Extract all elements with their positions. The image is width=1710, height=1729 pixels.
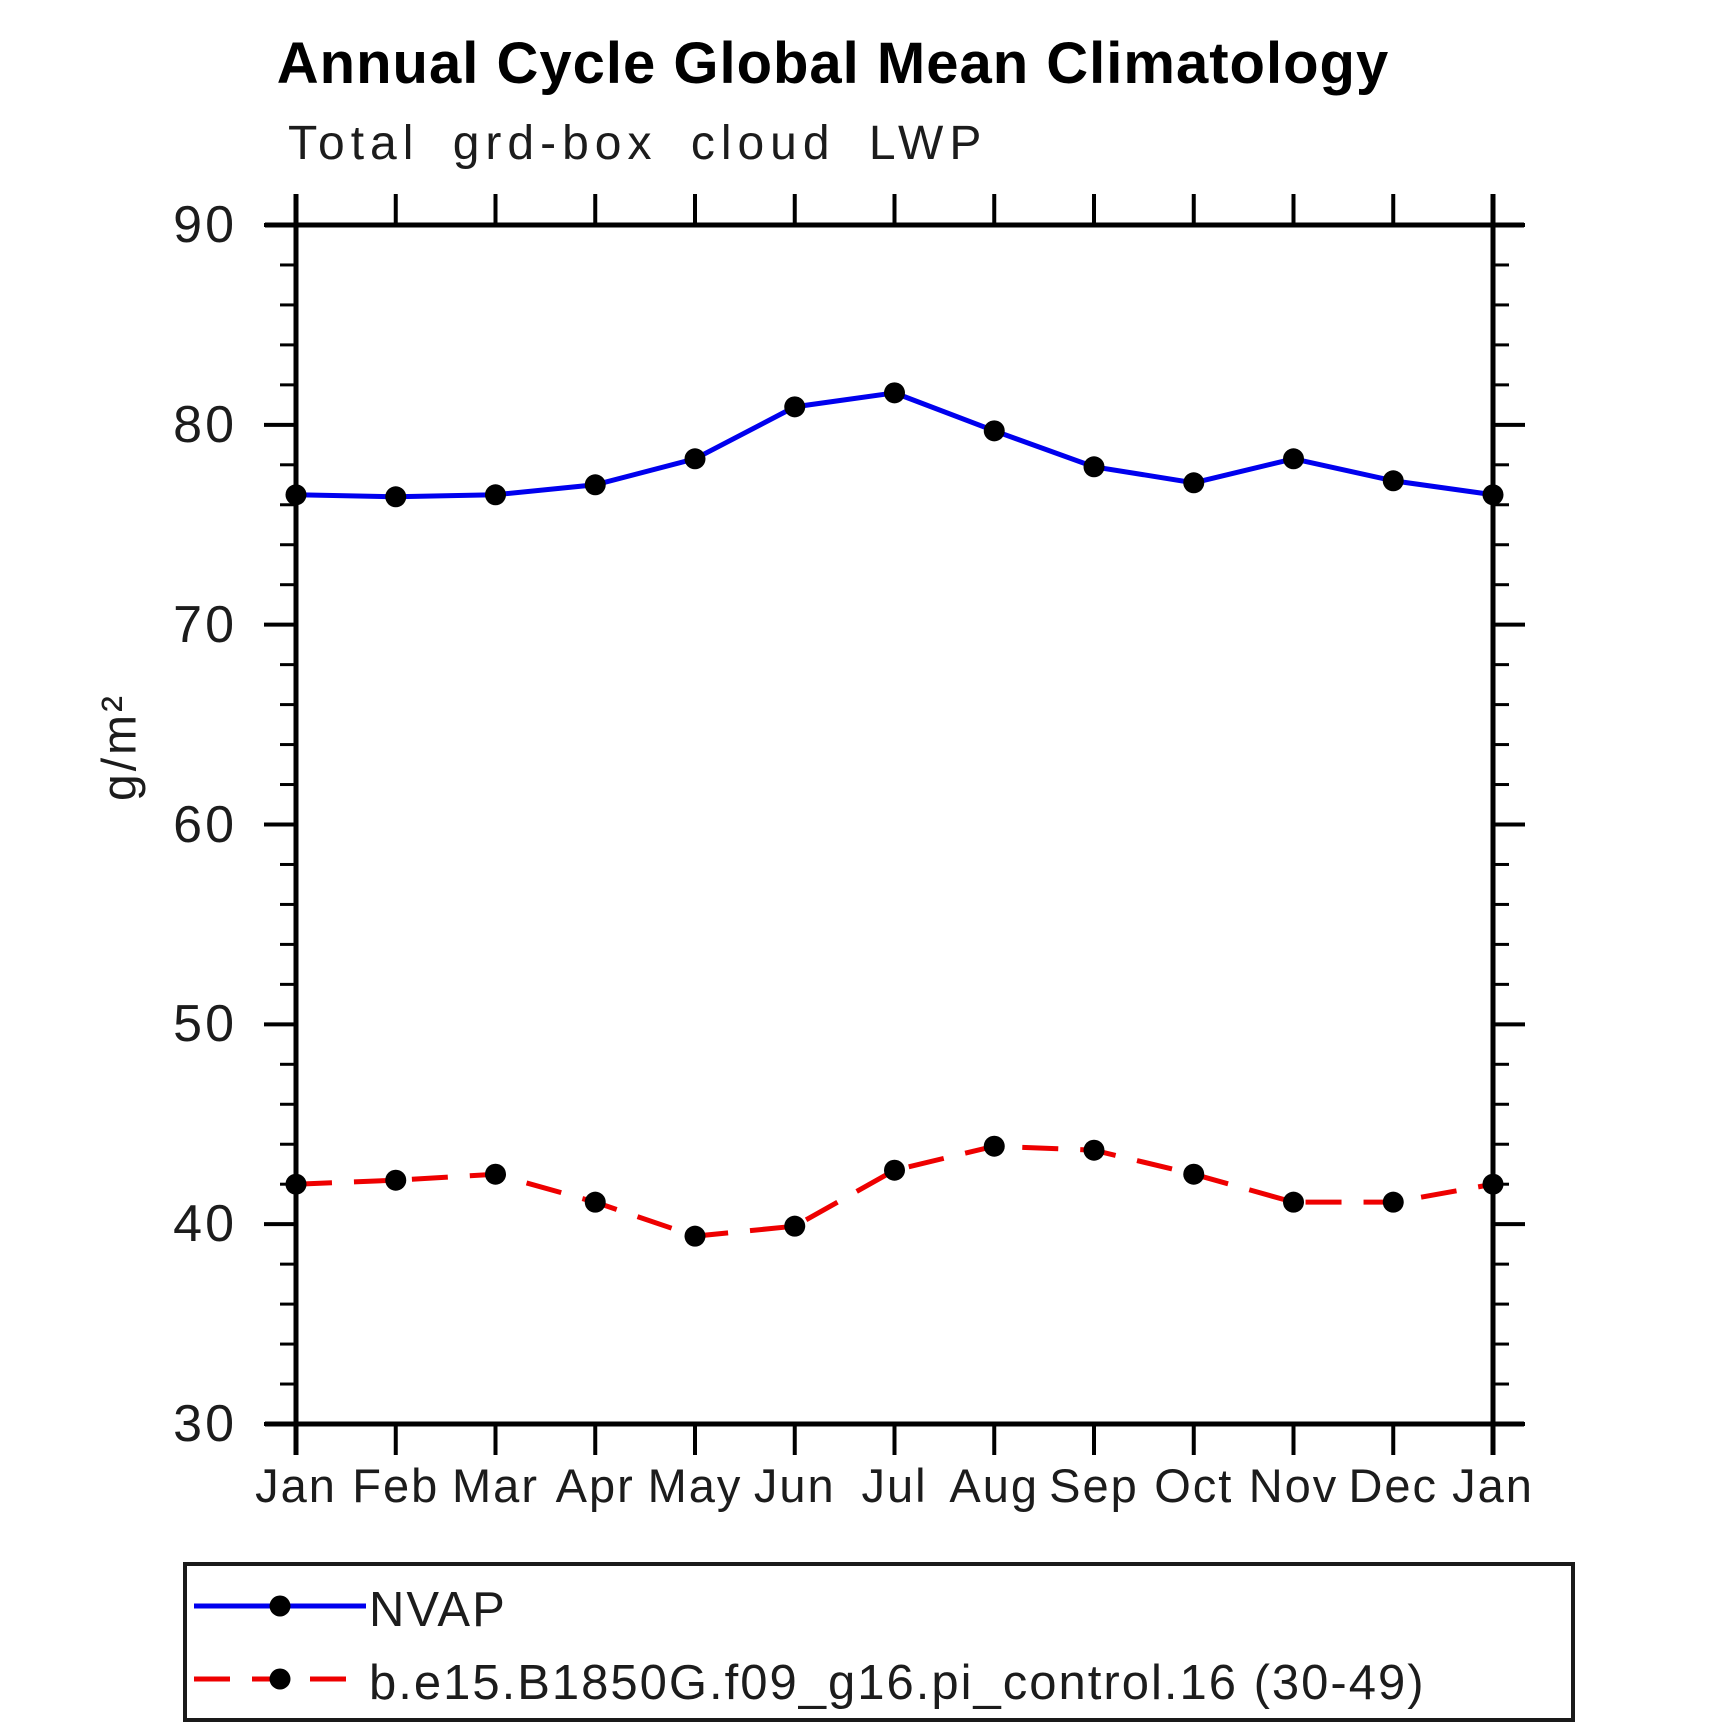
data-point [485,484,506,506]
data-point [1283,448,1304,470]
data-point [784,396,806,418]
x-tick-label: Feb [352,1459,440,1512]
x-tick-label: Aug [949,1459,1040,1512]
legend-label-model: b.e15.B1850G.f09_g16.pi_control.16 (30-4… [369,1656,1426,1710]
x-tick-label: Sep [1049,1459,1139,1512]
x-tick-label: Dec [1348,1459,1439,1512]
data-point [1482,1173,1504,1195]
data-point [1083,1139,1105,1161]
data-point [1083,456,1105,478]
legend-marker-1 [269,1668,291,1690]
legend-marker-0 [269,1595,291,1617]
x-tick-label: Mar [452,1459,539,1512]
data-point [1183,472,1205,494]
data-point [1283,1191,1304,1213]
data-point [285,1173,307,1195]
legend-swatches [194,1595,366,1690]
data-point [285,484,307,506]
data-point [784,1215,806,1237]
data-point [1382,470,1404,492]
data-point [983,1135,1005,1157]
data-point [684,1225,706,1247]
y-tick-label: 90 [173,196,237,254]
data-point [385,1169,407,1191]
y-tick-label: 30 [173,1395,237,1453]
legend-label-nvap: NVAP [369,1583,507,1637]
x-tick-label: Jan [1452,1459,1534,1512]
x-tick-label: Nov [1248,1459,1339,1512]
data-point [485,1163,506,1185]
x-tick-label: Jul [861,1459,928,1512]
data-point [385,486,407,508]
chart-subtitle: Total grd-box cloud LWP [288,117,988,170]
y-tick-label: 60 [173,795,237,854]
y-tick-label: 70 [173,595,237,654]
series-line-0 [295,390,1494,500]
x-tick-label: Apr [555,1459,635,1512]
y-tick-label: 50 [173,995,237,1054]
data-point [584,474,606,496]
data-point [684,448,706,470]
x-tick-label: Jun [753,1459,836,1512]
data-point [983,420,1005,442]
data-point [584,1191,606,1213]
data-point [1382,1191,1404,1213]
data-point [1183,1163,1205,1185]
chart-title: Annual Cycle Global Mean Climatology [276,31,1390,96]
x-tick-label: May [647,1459,743,1512]
data-point [1482,484,1504,506]
x-tick-label: Jan [255,1459,337,1512]
data-point [884,382,905,404]
legend-box: NVAP b.e15.B1850G.f09_g16.pi_control.16 … [183,1562,1575,1722]
y-tick-label: 40 [173,1195,237,1254]
y-axis-label: g/m² [93,693,147,801]
data-point [884,1159,905,1181]
x-tick-label: Oct [1154,1459,1234,1512]
y-tick-label: 80 [173,395,237,454]
